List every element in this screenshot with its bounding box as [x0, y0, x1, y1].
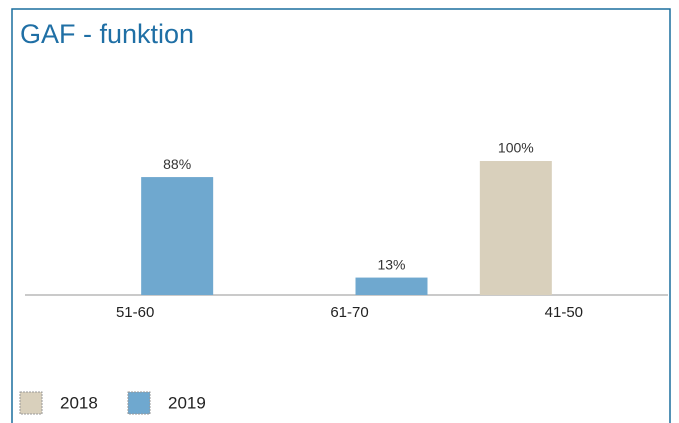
- bar: [141, 177, 214, 295]
- x-tick-label: 41-50: [545, 304, 583, 321]
- legend-swatch: [127, 391, 151, 415]
- chart-title: GAF - funktion: [20, 19, 194, 49]
- legend-label: 2019: [168, 393, 206, 412]
- data-label: 88%: [163, 156, 191, 172]
- data-label: 13%: [377, 256, 405, 272]
- x-tick-label: 51-60: [116, 304, 154, 321]
- data-label: 100%: [498, 140, 534, 156]
- x-tick-label: 61-70: [330, 304, 368, 321]
- legend-swatch: [19, 391, 43, 415]
- legend-label: 2018: [60, 393, 98, 412]
- bar: [479, 161, 552, 295]
- frame: [11, 8, 671, 423]
- bar: [355, 277, 428, 295]
